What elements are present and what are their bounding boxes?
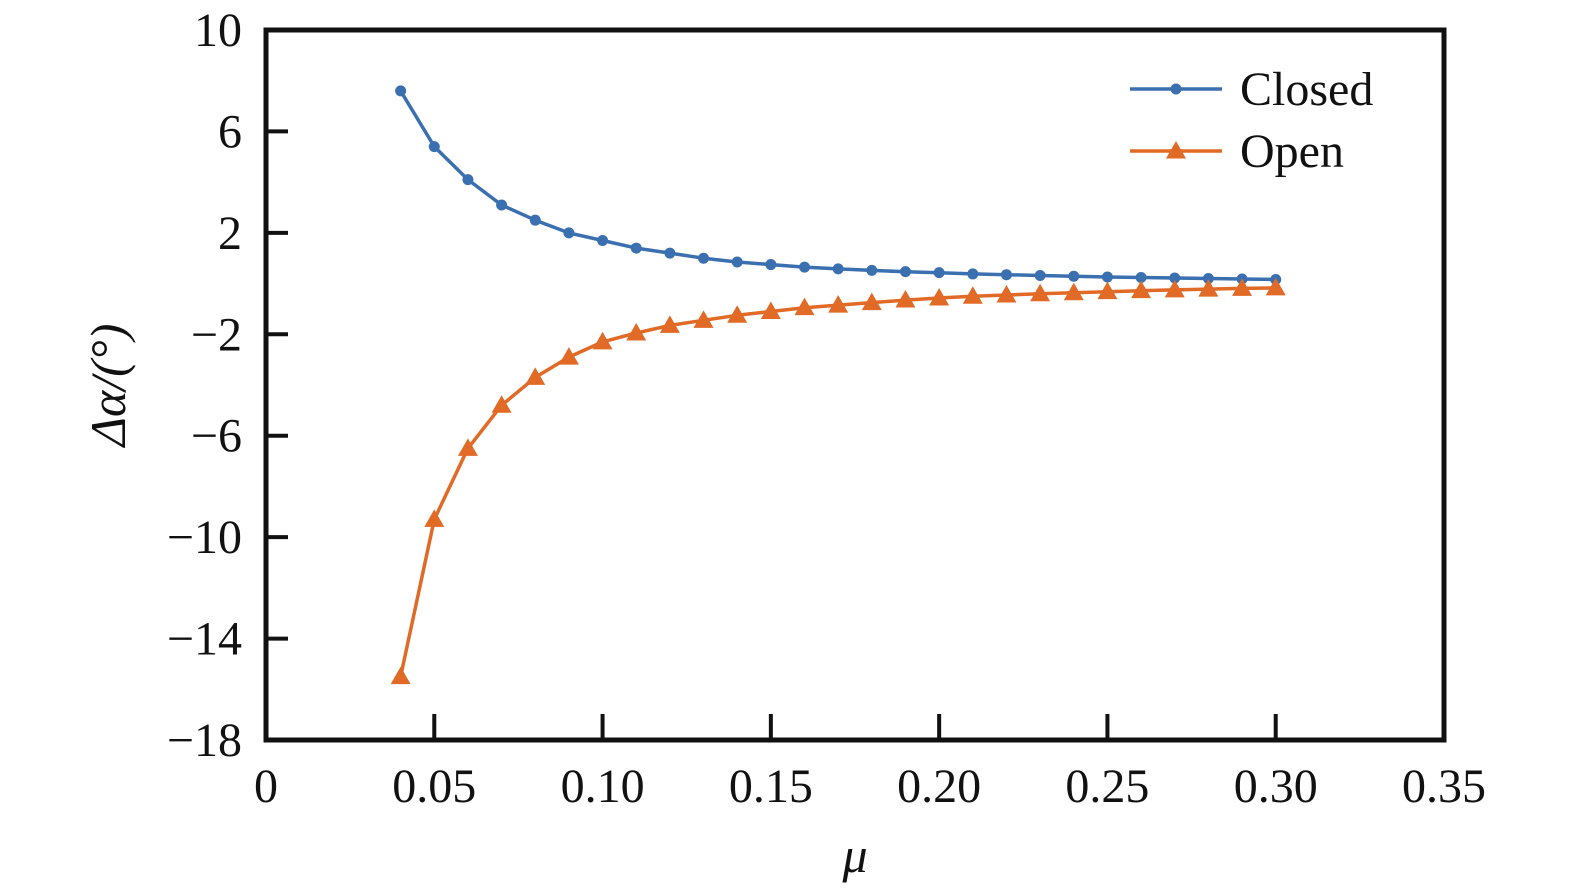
data-point-closed	[664, 247, 676, 259]
y-tick-label: −14	[167, 613, 242, 666]
data-point-open	[828, 295, 849, 313]
data-point-open	[390, 666, 411, 685]
data-point-open	[693, 310, 714, 328]
data-point-closed	[698, 252, 710, 264]
data-point-open	[727, 305, 748, 323]
y-tick-label: −2	[191, 308, 242, 361]
y-axis-title: Δα/(°)	[80, 324, 136, 449]
y-tick-label: 6	[218, 105, 242, 158]
data-point-closed	[1101, 271, 1113, 283]
x-tick-label: 0.30	[1234, 760, 1318, 813]
data-point-open	[1131, 280, 1152, 299]
x-tick-label: 0.05	[392, 760, 476, 813]
series-open	[390, 277, 1286, 685]
data-point-open	[1265, 277, 1286, 296]
data-point-open	[760, 301, 781, 319]
y-tick-label: 10	[194, 4, 242, 57]
data-point-open	[659, 315, 680, 333]
data-point-open	[626, 323, 647, 341]
y-tick-label: 2	[218, 207, 242, 260]
x-tick-label: 0.20	[897, 760, 981, 813]
data-point-open	[996, 284, 1017, 303]
data-point-open	[457, 438, 478, 456]
data-point-closed	[967, 268, 979, 280]
data-point-open	[424, 509, 445, 527]
data-point-closed	[899, 266, 911, 278]
data-point-open	[1198, 279, 1219, 297]
x-tick-label: 0.10	[561, 760, 645, 813]
data-point-closed	[1034, 269, 1046, 281]
data-point-closed	[866, 264, 878, 276]
data-point-closed	[597, 234, 609, 246]
y-tick-label: −18	[167, 714, 242, 767]
y-tick-label: −6	[191, 410, 242, 463]
legend-label-open: Open	[1240, 125, 1344, 178]
data-point-closed	[832, 263, 844, 275]
legend: Closed Open	[1130, 63, 1373, 178]
data-point-open	[1164, 279, 1185, 298]
data-point-open	[1063, 282, 1084, 301]
data-point-open	[895, 290, 916, 308]
data-point-open	[1232, 278, 1253, 296]
data-point-open	[861, 292, 882, 311]
data-point-open	[592, 331, 613, 350]
x-tick-label: 0.25	[1065, 760, 1149, 813]
legend-label-closed: Closed	[1240, 63, 1373, 116]
data-point-closed	[933, 267, 945, 279]
series-line-open	[398, 286, 1276, 677]
x-tick-label: 0	[254, 760, 278, 813]
data-point-closed	[395, 85, 407, 97]
x-tick-label: 0.15	[729, 760, 813, 813]
marks-layer	[390, 85, 1286, 685]
data-point-closed	[799, 261, 811, 273]
y-tick-label: −10	[167, 511, 242, 564]
data-point-closed	[428, 141, 440, 153]
data-point-closed	[529, 214, 541, 226]
data-point-open	[794, 297, 815, 316]
data-point-closed	[1202, 273, 1214, 284]
data-point-closed	[1068, 270, 1080, 282]
series-closed	[395, 85, 1282, 286]
legend-item-closed: Closed	[1130, 63, 1373, 116]
x-axis-title: μ	[841, 827, 867, 883]
data-point-closed	[496, 199, 508, 211]
data-point-closed	[1135, 271, 1147, 283]
data-point-closed	[563, 227, 575, 239]
data-point-open	[929, 288, 950, 306]
data-point-open	[1097, 281, 1118, 300]
data-point-closed	[731, 256, 743, 268]
data-point-closed	[1000, 269, 1012, 281]
data-point-open	[491, 395, 512, 413]
series-line-closed	[399, 89, 1276, 282]
data-point-open	[558, 347, 579, 365]
data-point-closed	[630, 242, 642, 254]
data-point-open	[525, 367, 546, 385]
legend-marker-closed	[1170, 83, 1182, 95]
ticks-layer: 0 0.05 0.10 0.15 0.20 0.25 0.30 0.35 10 6 2 −2 −6 −10…	[167, 4, 1486, 813]
data-point-open	[962, 286, 983, 304]
data-point-closed	[765, 259, 777, 271]
legend-item-open: Open	[1130, 125, 1344, 178]
data-point-closed	[462, 174, 474, 186]
x-tick-label: 0.35	[1402, 760, 1486, 813]
data-point-closed	[1169, 272, 1181, 284]
data-point-open	[1030, 283, 1051, 302]
legend-marker-open	[1166, 141, 1186, 159]
plot-frame	[263, 27, 1447, 743]
